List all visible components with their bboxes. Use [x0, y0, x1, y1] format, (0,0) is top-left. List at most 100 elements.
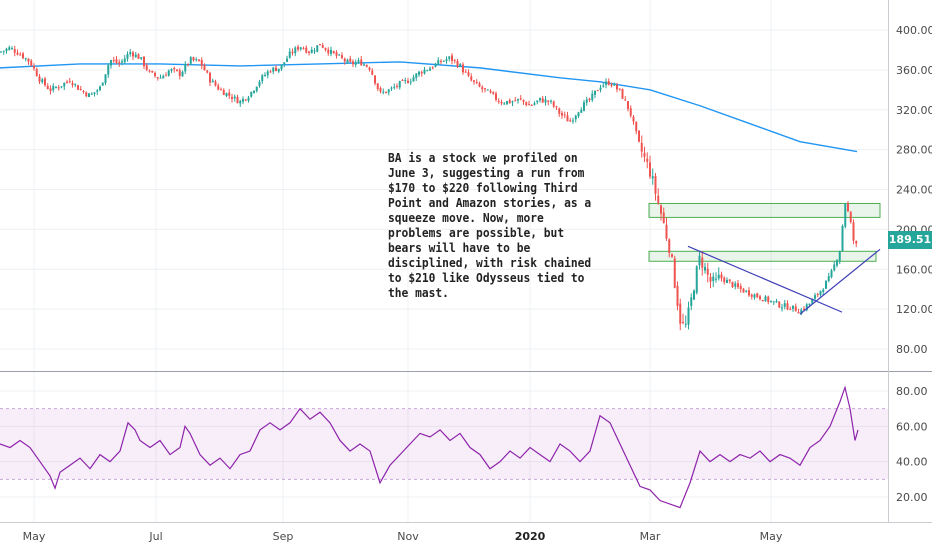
- candle-body: [764, 296, 767, 302]
- rsi-tick-label: 80.00: [896, 385, 928, 398]
- candle-body: [277, 68, 280, 72]
- candle-body: [167, 70, 170, 76]
- candle-body: [643, 153, 646, 157]
- candle-body: [379, 87, 382, 92]
- candle-body: [794, 306, 797, 312]
- candle-body: [374, 75, 376, 84]
- candle-body: [723, 277, 726, 283]
- candle-body: [148, 70, 151, 72]
- candle-body: [825, 280, 827, 289]
- candle-body: [286, 58, 288, 62]
- zone-box: [648, 202, 881, 218]
- candle-body: [192, 57, 195, 61]
- candle-body: [591, 93, 594, 101]
- candle-body: [519, 98, 522, 100]
- candle-body: [596, 90, 599, 92]
- price-tick-label: 240.00: [896, 184, 932, 197]
- candle-body: [33, 65, 35, 69]
- candle-body: [552, 101, 555, 107]
- candle-body: [467, 72, 470, 76]
- candle-body: [396, 85, 398, 87]
- candle-body: [511, 101, 514, 103]
- candle-body: [693, 290, 695, 300]
- candle-body: [728, 279, 731, 282]
- candle-body: [407, 80, 409, 84]
- candle-body: [99, 86, 101, 90]
- candle-body: [847, 203, 849, 212]
- candle-body: [569, 120, 572, 122]
- candle-body: [442, 60, 445, 62]
- candle-body: [682, 321, 684, 323]
- candle-body: [338, 54, 341, 56]
- candle-body: [225, 92, 228, 97]
- candle-body: [85, 92, 88, 97]
- candle-body: [819, 290, 822, 296]
- candle-body: [93, 92, 96, 94]
- price-tick-label: 360.00: [896, 64, 932, 77]
- candle-body: [750, 294, 753, 297]
- candle-body: [734, 283, 737, 287]
- candle-body: [242, 98, 244, 102]
- candle-body: [239, 100, 242, 104]
- candle-body: [134, 54, 137, 58]
- candle-body: [60, 86, 63, 88]
- candle-body: [49, 88, 52, 91]
- candle-body: [745, 290, 748, 292]
- candle-body: [404, 80, 407, 82]
- candle-body: [46, 85, 49, 89]
- candle-body: [459, 64, 462, 67]
- candle-body: [409, 81, 412, 83]
- candle-body: [434, 63, 437, 67]
- candle-body: [440, 61, 442, 63]
- candle-body: [453, 59, 456, 61]
- candle-body: [107, 65, 110, 75]
- candle-body: [22, 53, 24, 59]
- candle-body: [24, 58, 27, 60]
- candle-body: [475, 82, 478, 84]
- candle-body: [101, 82, 104, 86]
- candle-body: [841, 225, 844, 251]
- candle-body: [676, 285, 679, 307]
- candle-body: [849, 212, 852, 223]
- candle-body: [583, 102, 585, 111]
- candle-body: [715, 278, 717, 280]
- candle-body: [189, 57, 192, 64]
- candle-body: [154, 72, 156, 76]
- candle-body: [844, 203, 847, 227]
- candle-body: [398, 81, 401, 88]
- candle-body: [203, 64, 206, 71]
- candle-body: [618, 88, 621, 90]
- candle-body: [558, 108, 561, 114]
- candle-body: [451, 55, 453, 61]
- candle-body: [294, 47, 297, 54]
- candle-body: [632, 116, 635, 122]
- candle-body: [176, 69, 178, 71]
- candle-body: [770, 300, 772, 302]
- candle-body: [184, 64, 187, 72]
- time-tick-label: May: [760, 530, 783, 543]
- candle-body: [71, 83, 74, 86]
- candle-body: [709, 276, 712, 282]
- candle-body: [195, 59, 198, 61]
- chart-frame: [0, 0, 932, 523]
- candle-body: [660, 205, 662, 214]
- candle-body: [272, 67, 275, 72]
- candle-body: [143, 56, 145, 67]
- candle-body: [662, 212, 665, 224]
- candle-body: [126, 54, 129, 59]
- candle-body: [563, 114, 566, 116]
- candle-body: [118, 62, 121, 64]
- candle-body: [352, 61, 354, 65]
- candle-body: [363, 64, 365, 66]
- price-axis: 400.00360.00320.00280.00240.00200.00160.…: [896, 24, 932, 356]
- candle-body: [13, 49, 16, 53]
- candle-body: [264, 75, 266, 77]
- candle-body: [649, 162, 651, 177]
- candle-body: [112, 60, 115, 62]
- candle-body: [624, 99, 627, 101]
- candle-body: [88, 93, 90, 98]
- candle-body: [198, 59, 200, 62]
- candle-body: [544, 99, 547, 103]
- candle-body: [827, 276, 830, 282]
